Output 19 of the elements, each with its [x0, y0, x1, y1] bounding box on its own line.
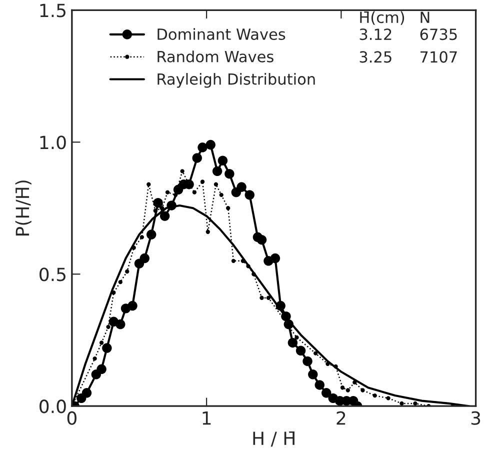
y-tick-label: 0.0 — [40, 400, 66, 414]
legend-label: Dominant Waves — [158, 28, 286, 40]
annotation: 7107 — [420, 51, 457, 63]
legend-label: Rayleigh Distribution — [158, 73, 315, 88]
x-tick-label: 1 — [202, 412, 211, 425]
annotation: H̄(cm) — [360, 11, 404, 25]
annotation: 3.25 — [360, 51, 392, 63]
x-tick-label: 3 — [471, 411, 480, 425]
annotation: 6735 — [420, 28, 457, 40]
y-axis-title: P(H/H̄) — [15, 180, 32, 236]
x-tick-label: 2 — [336, 411, 346, 425]
annotation: N — [420, 12, 430, 23]
y-tick-label: 0.5 — [40, 268, 66, 282]
x-tick-label: 0 — [67, 411, 76, 425]
y-tick-label: 1.0 — [40, 136, 66, 150]
legend-label: Random Waves — [158, 50, 274, 62]
annotation: 3.12 — [360, 28, 392, 40]
y-tick-label: 1.5 — [40, 4, 66, 18]
x-axis-title: H / H̄ — [253, 431, 294, 447]
